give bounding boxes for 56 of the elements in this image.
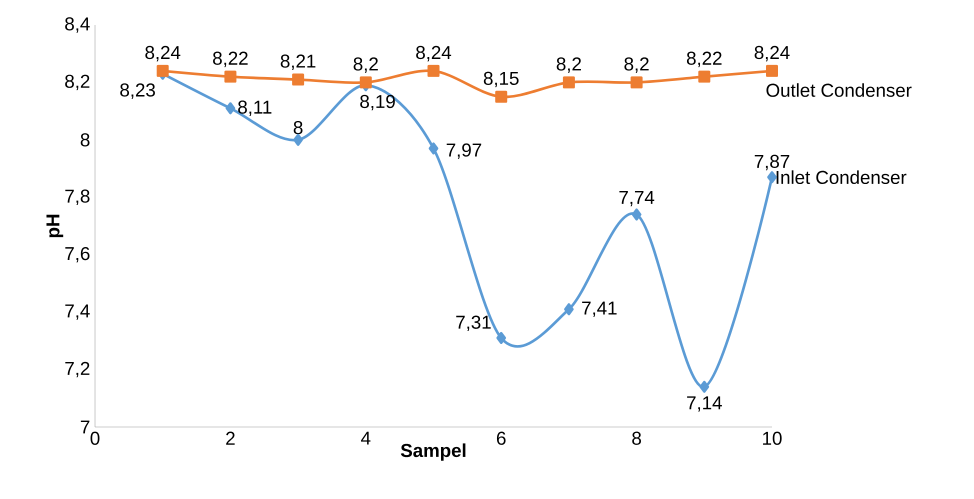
data-label: 8,19: [360, 94, 395, 110]
point: [292, 74, 304, 86]
y-tick-label: 7,2: [65, 362, 90, 378]
data-label: 8,2: [354, 57, 378, 73]
data-label: 7,31: [456, 316, 491, 332]
x-tick-label: 6: [496, 432, 506, 445]
data-label: 8,15: [484, 72, 519, 88]
y-tick-label: 8,4: [65, 17, 90, 33]
y-tick-label: 8,2: [65, 74, 90, 90]
x-axis-title: Sampel: [400, 443, 466, 461]
point: [767, 171, 777, 184]
point: [766, 64, 778, 77]
series-label: Outlet Condenser: [766, 83, 912, 97]
data-label: 8,22: [686, 52, 722, 68]
point: [226, 102, 236, 114]
point: [428, 142, 438, 154]
point: [224, 70, 236, 83]
point: [360, 76, 372, 88]
data-label: 8,21: [280, 54, 316, 70]
data-label: 7,14: [687, 396, 722, 412]
y-tick-label: 7,8: [65, 190, 90, 205]
data-label: 7,41: [582, 302, 617, 317]
point: [632, 208, 642, 220]
x-tick-label: 10: [763, 432, 782, 445]
y-tick-label: 7: [80, 420, 90, 434]
point: [562, 76, 575, 88]
point: [428, 64, 440, 77]
point: [698, 70, 710, 83]
data-label: 8,22: [213, 52, 248, 68]
data-label: 8,24: [754, 46, 790, 62]
series-label: Inlet Condenser: [776, 170, 906, 184]
y-tick-label: 7,4: [65, 304, 90, 320]
point: [156, 64, 169, 77]
y-axis-title: pH: [46, 214, 64, 238]
x-tick-label: 4: [361, 432, 370, 445]
data-label: 7,74: [619, 191, 654, 206]
data-label: 8,24: [416, 46, 452, 62]
data-label: 8: [294, 121, 302, 134]
data-label: 7,97: [446, 143, 482, 159]
x-tick-label: 2: [226, 432, 235, 445]
point: [496, 332, 506, 344]
x-tick-label: 0: [90, 432, 100, 445]
data-label: 8,23: [120, 83, 155, 99]
data-label: 8,24: [145, 46, 180, 62]
y-tick-label: 8: [80, 133, 90, 146]
data-label: 8,2: [556, 57, 581, 73]
point: [699, 380, 710, 393]
point: [630, 76, 643, 88]
point: [293, 134, 303, 146]
point: [564, 303, 574, 316]
y-tick-label: 7,6: [65, 246, 90, 262]
data-label: 8,2: [624, 57, 649, 73]
data-label: 8,11: [238, 100, 272, 116]
data-label: 7,87: [754, 154, 790, 170]
point: [495, 90, 508, 103]
x-tick-label: 8: [632, 432, 641, 445]
